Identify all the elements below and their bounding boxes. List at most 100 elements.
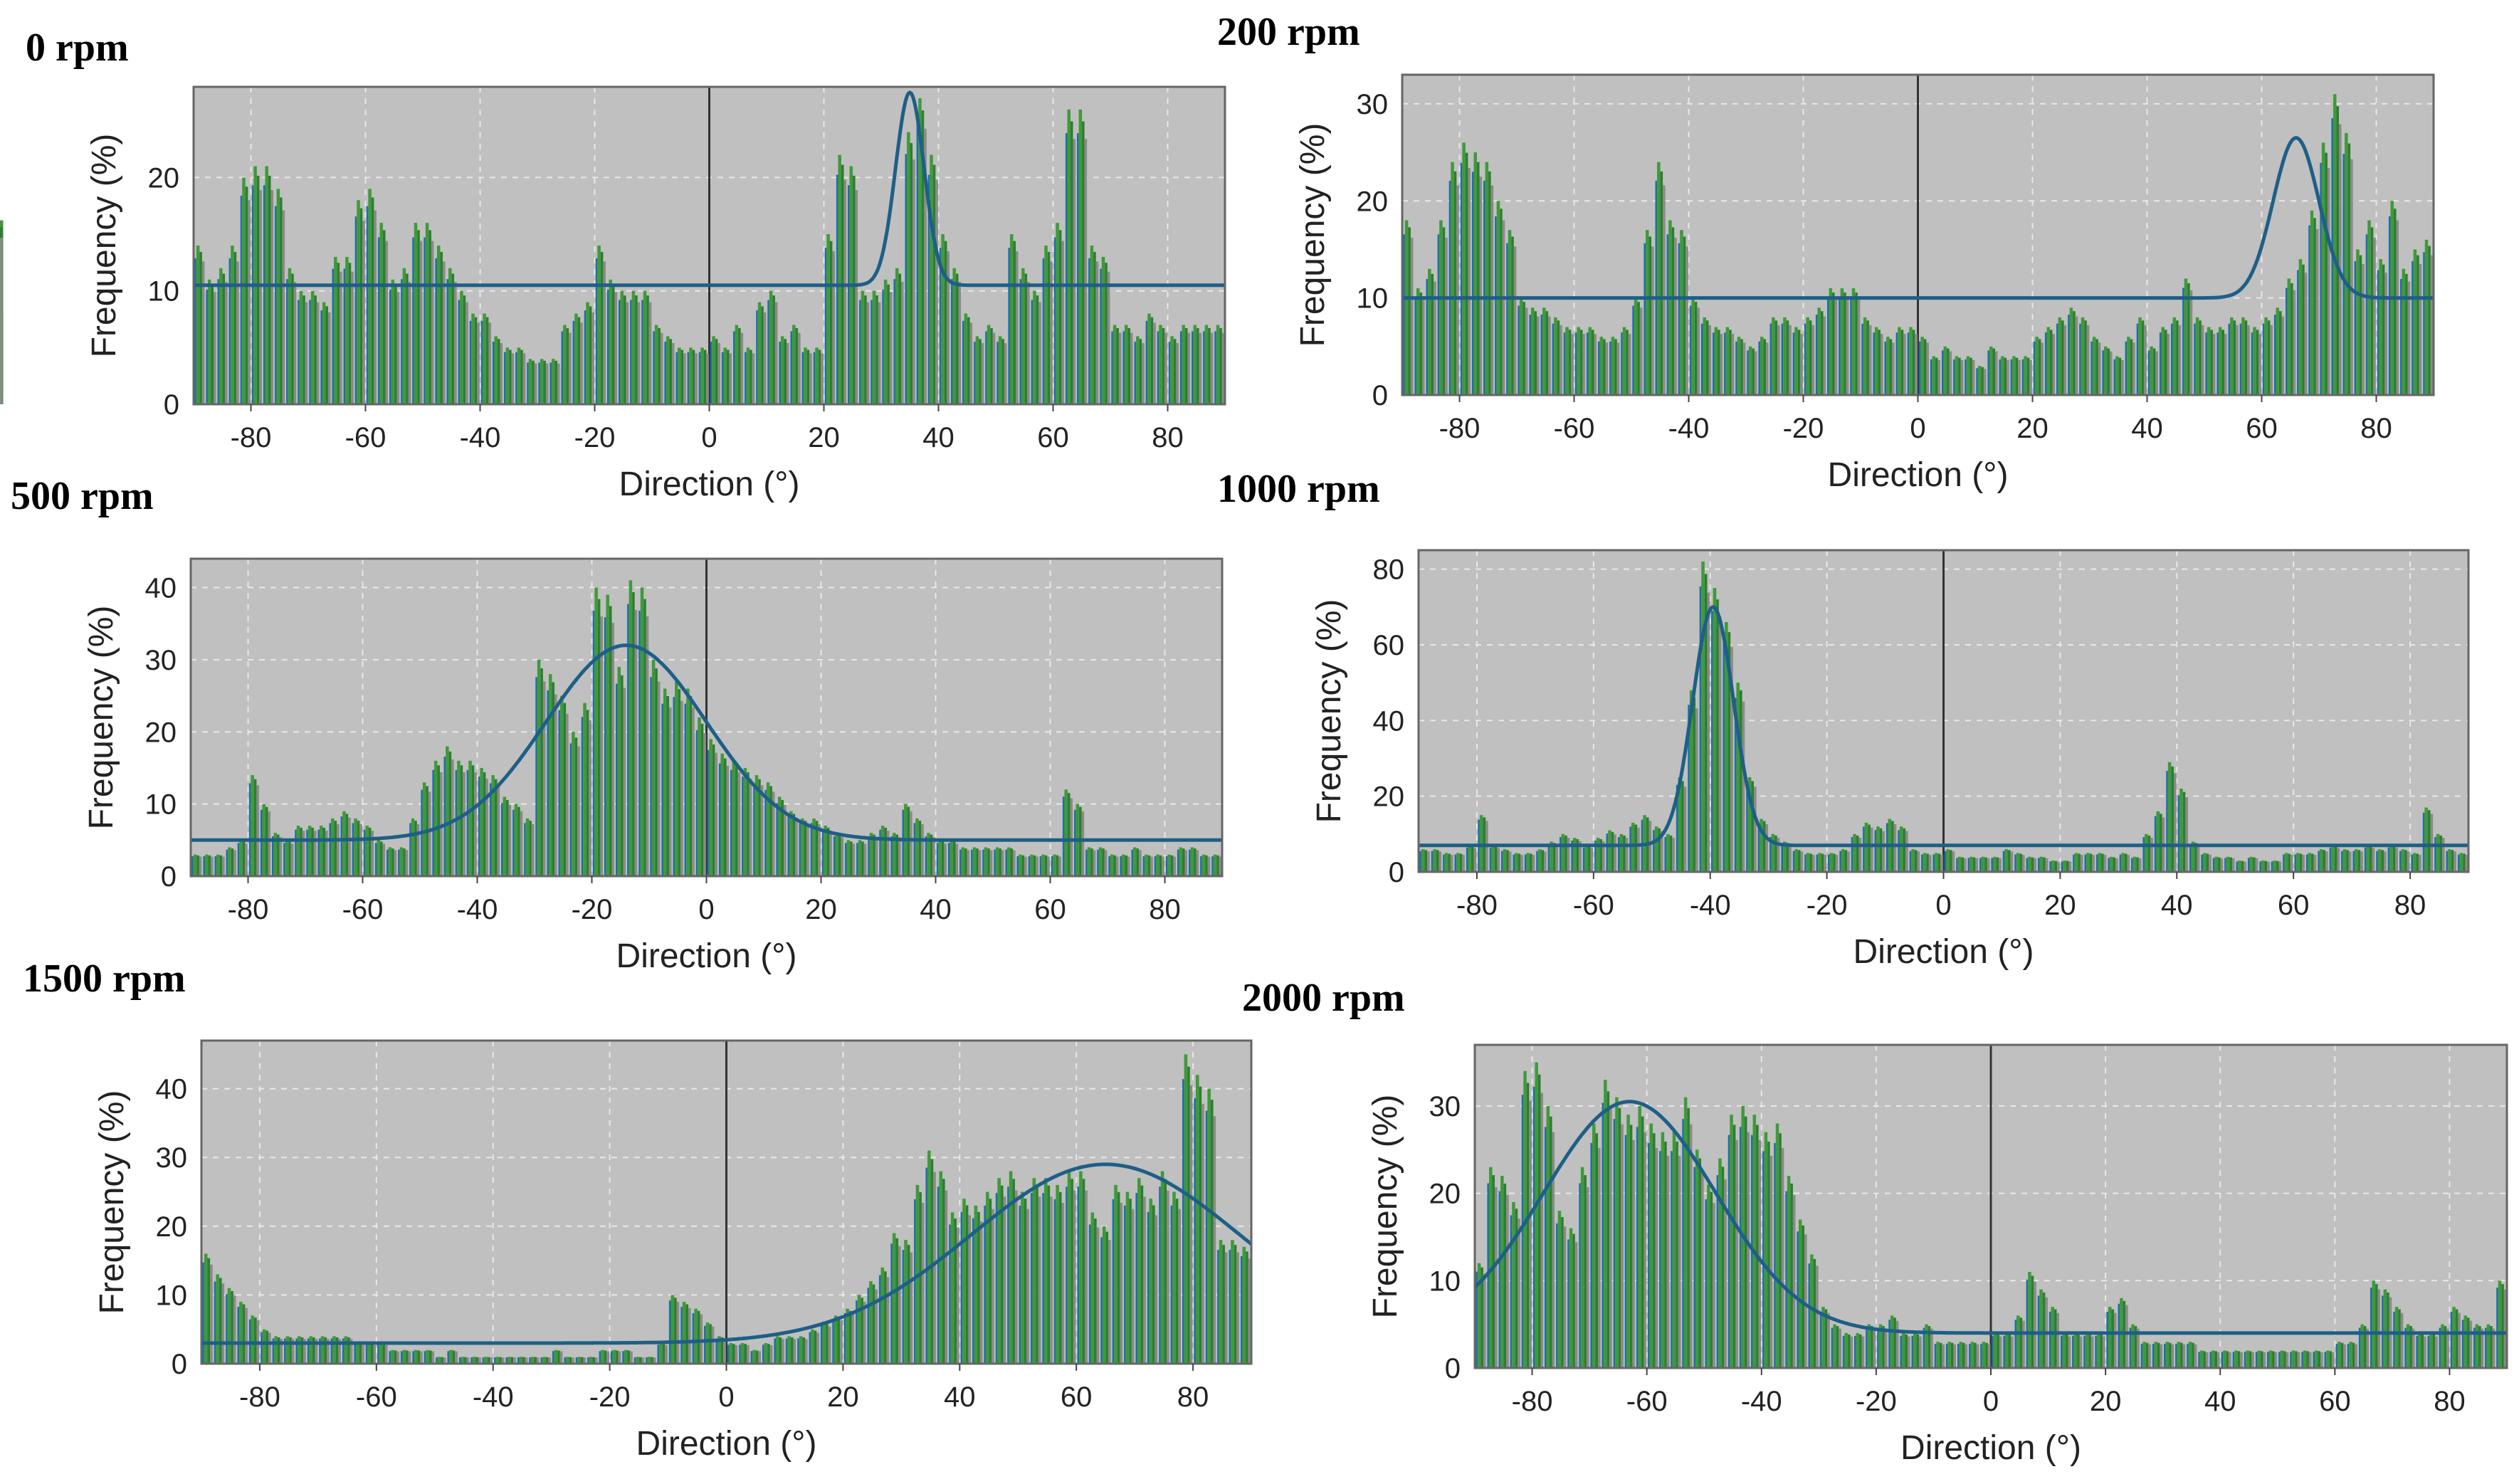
- bar: [895, 268, 899, 404]
- bar: [2063, 861, 2066, 872]
- bar: [377, 1344, 379, 1364]
- bar: [1626, 1115, 1630, 1368]
- bar: [433, 760, 438, 876]
- bar-group: [1781, 841, 1792, 872]
- bar: [1950, 850, 1952, 872]
- bar: [1987, 350, 1989, 395]
- bar: [1874, 327, 1878, 395]
- bar: [1164, 332, 1167, 404]
- bar: [1941, 350, 1944, 395]
- bar-group: [503, 347, 515, 404]
- bar: [342, 1338, 345, 1364]
- bar: [855, 189, 858, 404]
- bar-group: [2209, 1350, 2220, 1368]
- bar: [1731, 334, 1735, 395]
- x-tick-label: -60: [1573, 890, 1614, 921]
- bar: [1687, 1107, 1690, 1368]
- bar-group: [2216, 327, 2227, 395]
- bar: [1434, 281, 1436, 395]
- bar: [2304, 273, 2308, 395]
- bar-group: [1689, 298, 1700, 395]
- bar: [1563, 332, 1566, 395]
- bar: [1769, 1155, 1773, 1368]
- bar: [990, 327, 993, 404]
- bar: [396, 292, 400, 404]
- bar: [843, 1312, 846, 1364]
- bar: [1216, 325, 1220, 404]
- bar: [1100, 1237, 1103, 1364]
- x-axis-label: Direction (°): [616, 937, 797, 975]
- bar: [1503, 1183, 1507, 1368]
- bar: [1870, 827, 1873, 872]
- bar-group: [1785, 1176, 1796, 1368]
- bar: [470, 1357, 473, 1364]
- bar: [1638, 1105, 1641, 1368]
- bar-group: [2273, 307, 2285, 395]
- bar-group: [1851, 833, 1862, 872]
- bar: [1552, 323, 1555, 395]
- bar: [2142, 837, 2145, 872]
- bar: [345, 256, 349, 404]
- bar: [2325, 152, 2328, 396]
- bar: [1878, 1324, 1883, 1368]
- bar-group: [1200, 854, 1211, 876]
- bar-group: [1100, 256, 1110, 404]
- bar-group: [478, 767, 488, 876]
- bar: [2481, 1328, 2484, 1368]
- bar-group: [2049, 861, 2060, 872]
- bar: [480, 767, 483, 876]
- bar: [1622, 327, 1626, 395]
- bar: [540, 668, 543, 876]
- bar-group: [2320, 142, 2330, 396]
- bar: [2286, 1352, 2289, 1368]
- bar: [646, 295, 649, 404]
- bar: [1821, 853, 1824, 872]
- bar: [487, 1357, 490, 1364]
- bar-group: [622, 1349, 633, 1364]
- bar: [422, 782, 426, 876]
- bar: [1879, 828, 1883, 872]
- bar: [775, 1336, 779, 1364]
- bar-group: [424, 223, 434, 404]
- bar-group: [2404, 1324, 2415, 1368]
- bar: [2118, 1303, 2120, 1368]
- bar: [2019, 853, 2022, 872]
- bar: [651, 659, 656, 876]
- bar: [1510, 1215, 1513, 1368]
- bar-group: [2140, 1342, 2151, 1368]
- bar-group: [517, 1357, 528, 1364]
- bar: [913, 159, 915, 404]
- bar: [916, 122, 919, 404]
- bar-group: [1579, 1167, 1589, 1368]
- bar: [717, 1336, 721, 1364]
- bar: [1586, 1187, 1589, 1368]
- bar: [1841, 849, 1845, 872]
- bar: [676, 1302, 680, 1364]
- bar: [1723, 642, 1725, 872]
- bar-group: [0, 220, 4, 395]
- bar: [1836, 1326, 1839, 1368]
- bar: [525, 818, 530, 876]
- bar: [878, 1275, 881, 1364]
- bar: [1735, 341, 1737, 395]
- bar: [520, 811, 523, 876]
- bar: [2075, 316, 2078, 395]
- bar-group: [1028, 854, 1038, 876]
- bar: [1073, 139, 1076, 404]
- bar: [1816, 1265, 1819, 1368]
- bar: [328, 312, 331, 404]
- bar: [464, 1357, 467, 1364]
- bar: [2016, 853, 2020, 872]
- bar: [898, 273, 902, 404]
- bar: [1783, 317, 1787, 395]
- bar: [2270, 325, 2273, 395]
- bar: [2080, 855, 2083, 872]
- bar: [1580, 1167, 1584, 1368]
- bar-group: [1414, 288, 1425, 395]
- bar: [614, 292, 618, 404]
- bar: [1680, 230, 1683, 395]
- bar: [706, 353, 709, 404]
- bar-group: [1039, 854, 1050, 876]
- bar-group: [1874, 826, 1885, 872]
- bar-group: [704, 1322, 715, 1364]
